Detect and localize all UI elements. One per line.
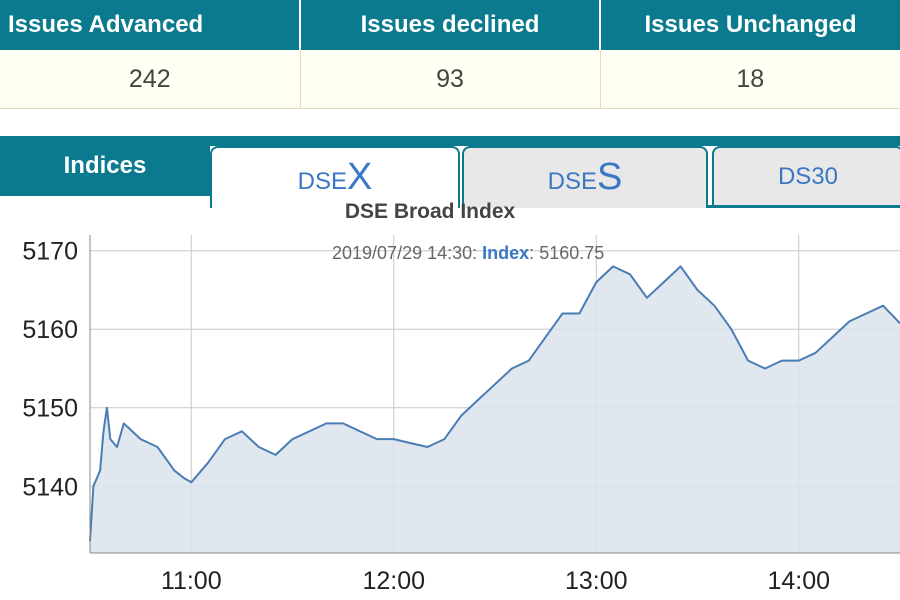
tab-dsex-prefix: DSE xyxy=(297,168,347,195)
issues-declined-value: 93 xyxy=(299,50,600,109)
index-line xyxy=(89,265,900,542)
y-tick-label: 5170 xyxy=(22,238,78,266)
tab-dses-prefix: DSE xyxy=(547,168,597,195)
market-stats-table: Issues Advanced Issues declined Issues U… xyxy=(0,0,900,109)
issues-declined-header: Issues declined xyxy=(299,0,600,50)
tooltip-time: 2019/07/29 14:30: xyxy=(332,243,478,263)
tab-dsex-letter: X xyxy=(347,156,373,198)
tab-strip xyxy=(0,136,900,146)
y-tick-label: 5140 xyxy=(22,473,78,501)
tab-ds30[interactable]: DS30 xyxy=(712,146,900,208)
issues-advanced-header: Issues Advanced xyxy=(0,0,300,50)
tab-dses-letter: S xyxy=(597,156,623,198)
market-stats: Issues Advanced Issues declined Issues U… xyxy=(0,0,900,112)
tab-underline xyxy=(708,205,900,208)
indices-tab-bar: Indices DSEX DSES DS30 xyxy=(0,136,900,210)
x-tick-label: 11:00 xyxy=(161,567,222,595)
tooltip-key: Index xyxy=(482,243,530,263)
index-area xyxy=(90,266,900,553)
tab-ds30-label: DS30 xyxy=(777,163,839,190)
issues-unchanged-header: Issues Unchanged xyxy=(599,0,900,50)
tab-dses[interactable]: DSES xyxy=(462,146,708,208)
x-tick-label: 13:00 xyxy=(565,567,628,595)
index-chart: 5170 5160 5150 5140 11:00 12:00 13:00 14:00 xyxy=(22,235,900,595)
y-tick-label: 5150 xyxy=(22,395,78,423)
chart-tooltip: 2019/07/29 14:30: Index: 5160.75 xyxy=(332,243,604,264)
x-tick-label: 12:00 xyxy=(362,567,425,595)
tooltip-value: 5160.75 xyxy=(539,243,605,263)
chart-title: DSE Broad Index xyxy=(344,200,516,223)
indices-label: Indices xyxy=(0,136,210,196)
y-tick-label: 5160 xyxy=(22,316,78,344)
x-tick-label: 14:00 xyxy=(767,567,830,595)
tab-dsex[interactable]: DSEX xyxy=(210,146,460,208)
issues-unchanged-value: 18 xyxy=(599,50,900,109)
issues-advanced-value: 242 xyxy=(0,50,300,109)
tooltip-sep: : xyxy=(529,243,535,263)
